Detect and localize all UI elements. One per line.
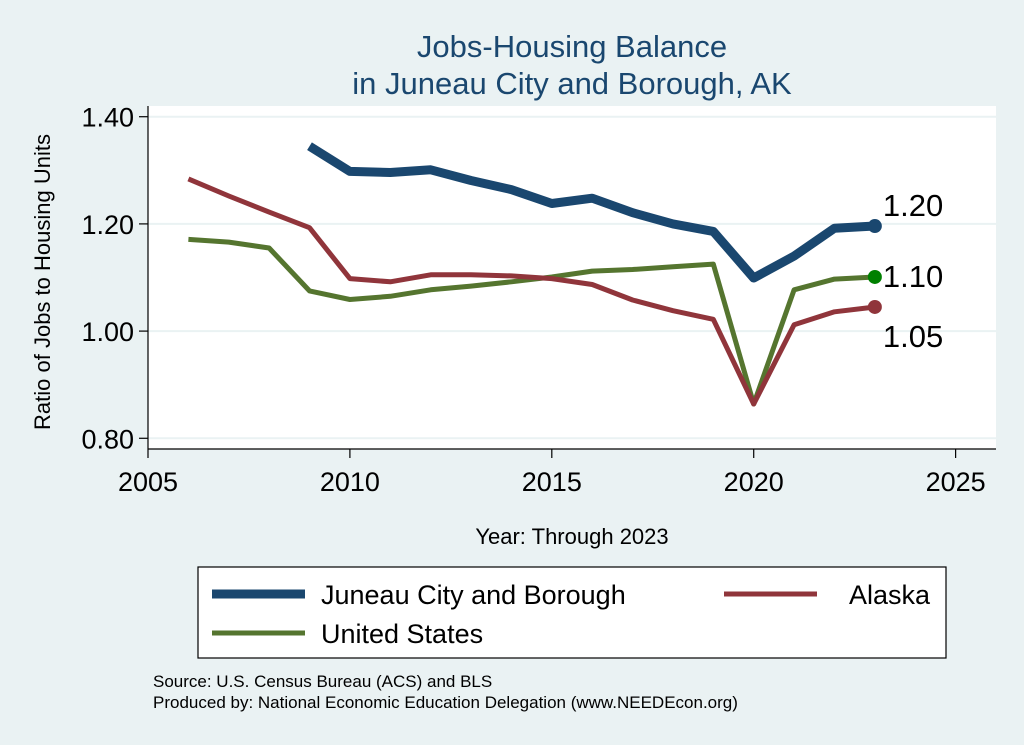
- series-line-alaska: [187, 176, 876, 407]
- end-marker-us: [867, 269, 882, 284]
- chart-title-line-2: in Juneau City and Borough, AK: [352, 66, 792, 101]
- y-tick-label: 1.20: [81, 210, 134, 240]
- legend-label-alaska: Alaska: [849, 580, 931, 610]
- producer-note: Produced by: National Economic Education…: [153, 693, 738, 712]
- chart-title-line-1: Jobs-Housing Balance: [417, 29, 727, 64]
- legend-label-us: United States: [321, 619, 483, 649]
- x-tick-label: 2025: [926, 467, 986, 497]
- y-axis-ticks: 0.80 1.00 1.20 1.40: [81, 103, 148, 454]
- x-tick-label: 2020: [724, 467, 784, 497]
- end-label-us: 1.10: [883, 259, 943, 294]
- end-marker-juneau: [867, 219, 882, 234]
- end-marker-alaska: [867, 299, 882, 314]
- source-note: Source: U.S. Census Bureau (ACS) and BLS: [153, 672, 492, 691]
- legend-box: [197, 566, 947, 659]
- x-tick-label: 2010: [320, 467, 380, 497]
- legend: Juneau City and Borough Alaska United St…: [197, 566, 947, 659]
- y-tick-label: 0.80: [81, 424, 134, 454]
- x-axis-ticks: 2005 2010 2015 2020 2025: [118, 449, 986, 497]
- series-line-juneau: [307, 142, 876, 283]
- x-axis-title: Year: Through 2023: [475, 524, 668, 549]
- y-tick-label: 1.00: [81, 317, 134, 347]
- legend-label-juneau: Juneau City and Borough: [321, 580, 626, 610]
- y-tick-label: 1.40: [81, 103, 134, 133]
- end-label-alaska: 1.05: [883, 319, 943, 354]
- end-label-juneau: 1.20: [883, 188, 943, 223]
- x-tick-label: 2005: [118, 467, 178, 497]
- series-group: 1.20 1.05 1.10: [187, 142, 943, 407]
- x-tick-label: 2015: [522, 467, 582, 497]
- y-axis-title: Ratio of Jobs to Housing Units: [30, 134, 55, 430]
